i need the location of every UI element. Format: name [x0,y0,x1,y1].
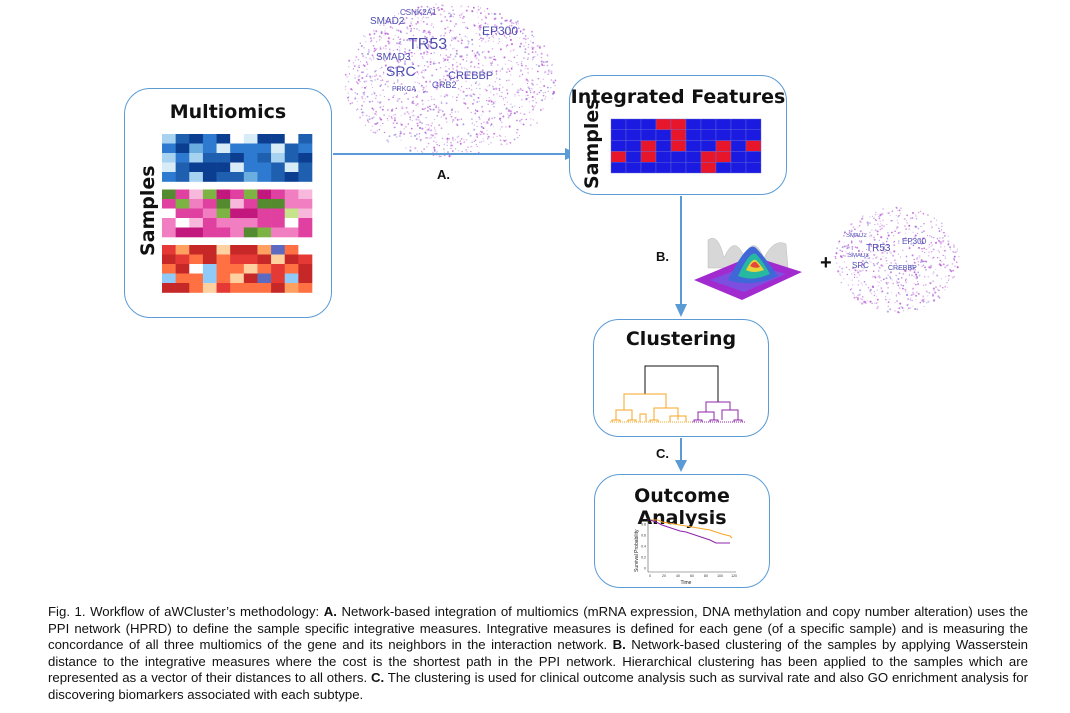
survival-xtick: 100 [717,574,723,578]
caption-c-text: The clustering is used for clinical outc… [48,670,1028,702]
gene-label: SMAD2 [846,233,867,239]
caption-c-label: C. [370,670,385,686]
figure-caption: Fig. 1. Workflow of aWCluster’s methodol… [48,604,1028,704]
svg-text:·: · [790,270,791,275]
network-gene-labels-small: SMAD2 TR53 EP300 SMAD3 SRC CREBBP [832,205,962,315]
gene-label: CREBBP [888,265,917,272]
ppi-network-small [834,206,960,314]
caption-b-label: B. [612,637,626,653]
gene-label: SMAD3 [376,52,411,63]
gene-label: EP300 [482,24,519,38]
ppi-network-large [344,3,557,158]
step-b-label: B. [656,249,669,264]
gene-label: SRC [852,261,869,270]
integrated-features-title: Integrated Features [570,86,786,108]
multiomics-heatmaps [162,134,313,293]
gene-label: TR53 [408,36,448,53]
caption-b-text: Network-based clustering of the samples … [48,637,1028,686]
caption-a-text: Network-based integration of multiomics … [48,604,1028,653]
wasserstein-surface-plot: · [694,237,802,300]
integrated-heatmap [610,118,762,174]
gene-label: CREBBP [448,70,494,82]
survival-ylabel: Survival Probability [634,529,640,572]
survival-ytick: 0.6 [641,534,646,538]
plus-sign: + [820,252,832,274]
gene-label: PRKCA [392,86,417,93]
gene-label: SRC [386,63,416,79]
survival-plot: Survival Probability Time 0.8 0.6 0.4 0.2 00… [634,518,737,586]
multiomics-title: Multiomics [169,101,287,123]
survival-xtick: 120 [731,574,737,578]
dendrogram [610,365,746,423]
survival-xtick: 40 [676,574,680,578]
step-a-label: A. [437,167,450,182]
clustering-title: Clustering [625,328,737,350]
caption-fig: Fig. 1. Workflow of aWCluster’s methodol… [48,604,324,619]
survival-xlabel: Time [681,580,692,586]
survival-xtick: 80 [704,574,708,578]
survival-xtick: 0 [649,574,651,578]
arrow-b [675,196,687,317]
clustering-box: Clustering [593,319,769,437]
samples-label-integrated: Samples [581,98,603,189]
survival-xtick: 20 [662,574,666,578]
samples-label-multiomics: Samples [137,165,159,256]
survival-ytick: 0 [644,567,646,571]
gene-label: EP300 [902,237,927,246]
survival-ytick: 0.8 [641,523,646,527]
gene-label: CSNK2A1 [400,8,437,17]
step-c-label: C. [656,446,669,461]
caption-a-label: A. [323,604,337,619]
gene-label: SMAD2 [370,16,405,27]
survival-xtick: 60 [690,574,694,578]
survival-ytick: 0.4 [641,545,646,549]
gene-label: TR53 [866,243,891,254]
survival-ytick: 0.2 [641,556,646,560]
arrow-c [675,438,687,472]
gene-label: SMAD3 [848,253,869,259]
arrow-a [333,148,578,160]
network-gene-labels-large: SMAD2 CSNK2A1 TR53 EP300 SMAD3 SRC CREBBP GRB2 P… [340,0,560,160]
gene-label: GRB2 [432,80,457,90]
